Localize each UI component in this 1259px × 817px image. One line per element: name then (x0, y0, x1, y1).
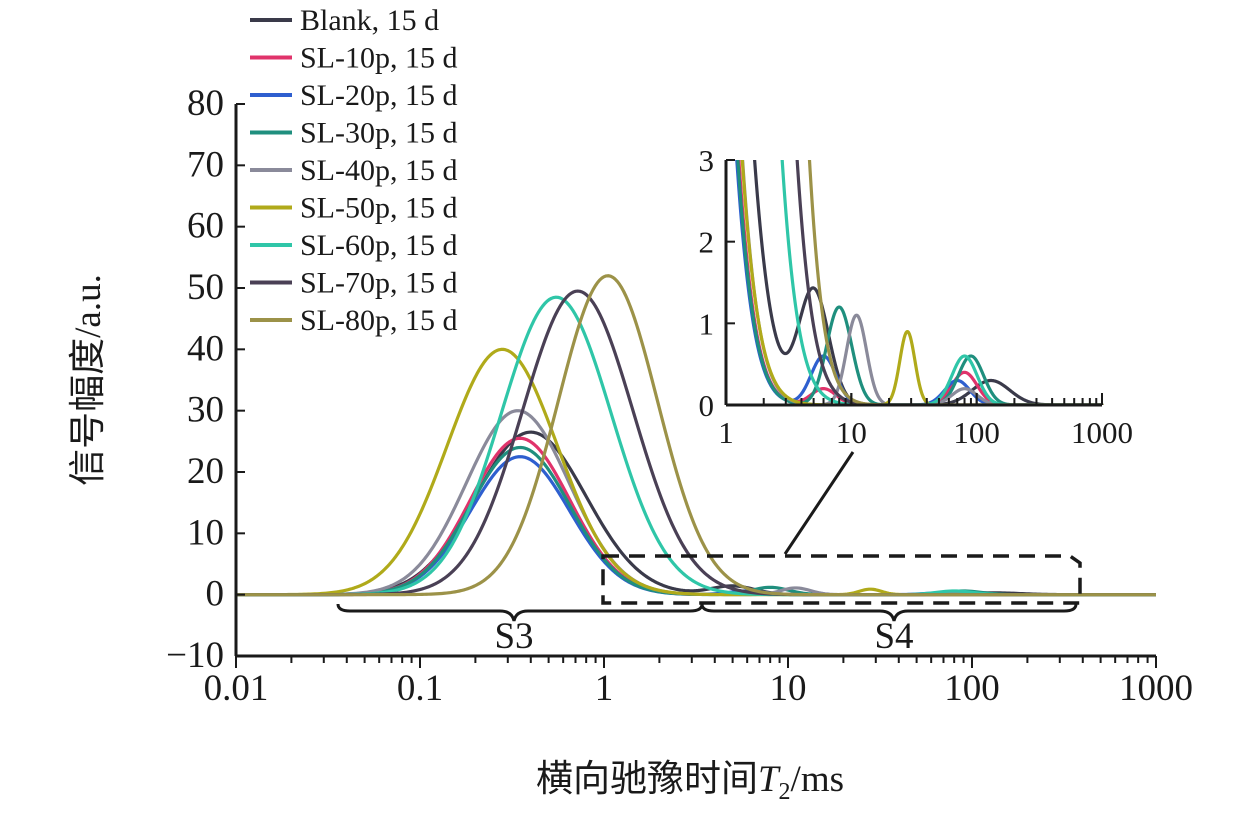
main-x-tick-label: 10 (770, 668, 807, 709)
main-y-tick-label: 10 (187, 512, 224, 553)
legend-label-0: Blank, 15 d (300, 4, 439, 37)
x-axis-label-prefix: 横向驰豫时间 (536, 758, 758, 800)
brace-s3 (336, 603, 704, 622)
inset-y-tick-label: 1 (699, 306, 715, 341)
inset-axes (724, 160, 1102, 407)
inset-x-tick-label: 1000 (1071, 415, 1133, 450)
main-y-tick-label: −10 (166, 635, 224, 676)
main-axes (234, 104, 1156, 658)
inset-x-tick-label: 100 (953, 415, 1000, 450)
inset-series-line-5 (740, 160, 1104, 405)
y-axis-label: 信号幅度/a.u. (67, 274, 109, 486)
main-y-tick-label: 0 (206, 574, 225, 615)
zoom-callout-line (783, 451, 855, 555)
legend-label-3: SL-30p, 15 d (300, 117, 458, 150)
main-y-tick-label: 30 (187, 390, 224, 431)
main-y-tick-label: 20 (187, 451, 224, 492)
inset-y-tick-label: 3 (699, 143, 715, 178)
main-series-line-3 (236, 445, 1156, 597)
main-y-tick-label: 60 (187, 206, 224, 247)
legend-label-7: SL-70p, 15 d (300, 267, 458, 300)
region-label-s4: S4 (874, 616, 913, 657)
main-series-line-8 (236, 274, 1156, 597)
main-y-tick-label: 70 (187, 144, 224, 185)
inset-y-tick-label: 2 (699, 225, 715, 260)
legend-label-1: SL-10p, 15 d (300, 42, 458, 75)
x-axis-label-subscript: 2 (779, 779, 791, 805)
main-x-tick-label: 0.1 (397, 668, 443, 709)
legend-label-5: SL-50p, 15 d (300, 192, 458, 225)
inset-y-tick-label: 0 (699, 388, 715, 423)
legend-label-8: SL-80p, 15 d (300, 304, 458, 337)
x-axis-label-unit: /ms (791, 759, 844, 800)
legend: Blank, 15 d SL-10p, 15 d SL-20p, 15 d SL-30… (250, 4, 458, 337)
legend-label-4: SL-40p, 15 d (300, 154, 458, 187)
main-x-tick-label: 1000 (1119, 668, 1193, 709)
zoom-box (601, 554, 1082, 605)
brace-s4 (700, 603, 1078, 622)
main-series-line-0 (236, 430, 1156, 597)
main-y-tick-label: 40 (187, 328, 224, 369)
inset-x-tick-label: 1 (718, 415, 734, 450)
inset-x-tick-label: 10 (836, 415, 867, 450)
main-x-tick-label: 100 (944, 668, 1000, 709)
main-y-tick-label: 50 (187, 267, 224, 308)
x-axis-label: 横向驰豫时间T2/ms (536, 758, 844, 805)
main-series-line-4 (236, 409, 1156, 597)
inset-series-line-3 (736, 160, 1104, 405)
legend-label-2: SL-20p, 15 d (300, 79, 458, 112)
legend-label-6: SL-60p, 15 d (300, 229, 458, 262)
main-x-tick-label: 1 (595, 668, 614, 709)
main-y-tick-label: 80 (187, 83, 224, 124)
x-axis-label-symbol: T (758, 759, 781, 800)
main-curves (236, 274, 1156, 597)
region-label-s3: S3 (494, 616, 533, 657)
main-x-tick-label: 0.01 (204, 668, 269, 709)
main-series-line-1 (236, 436, 1156, 597)
